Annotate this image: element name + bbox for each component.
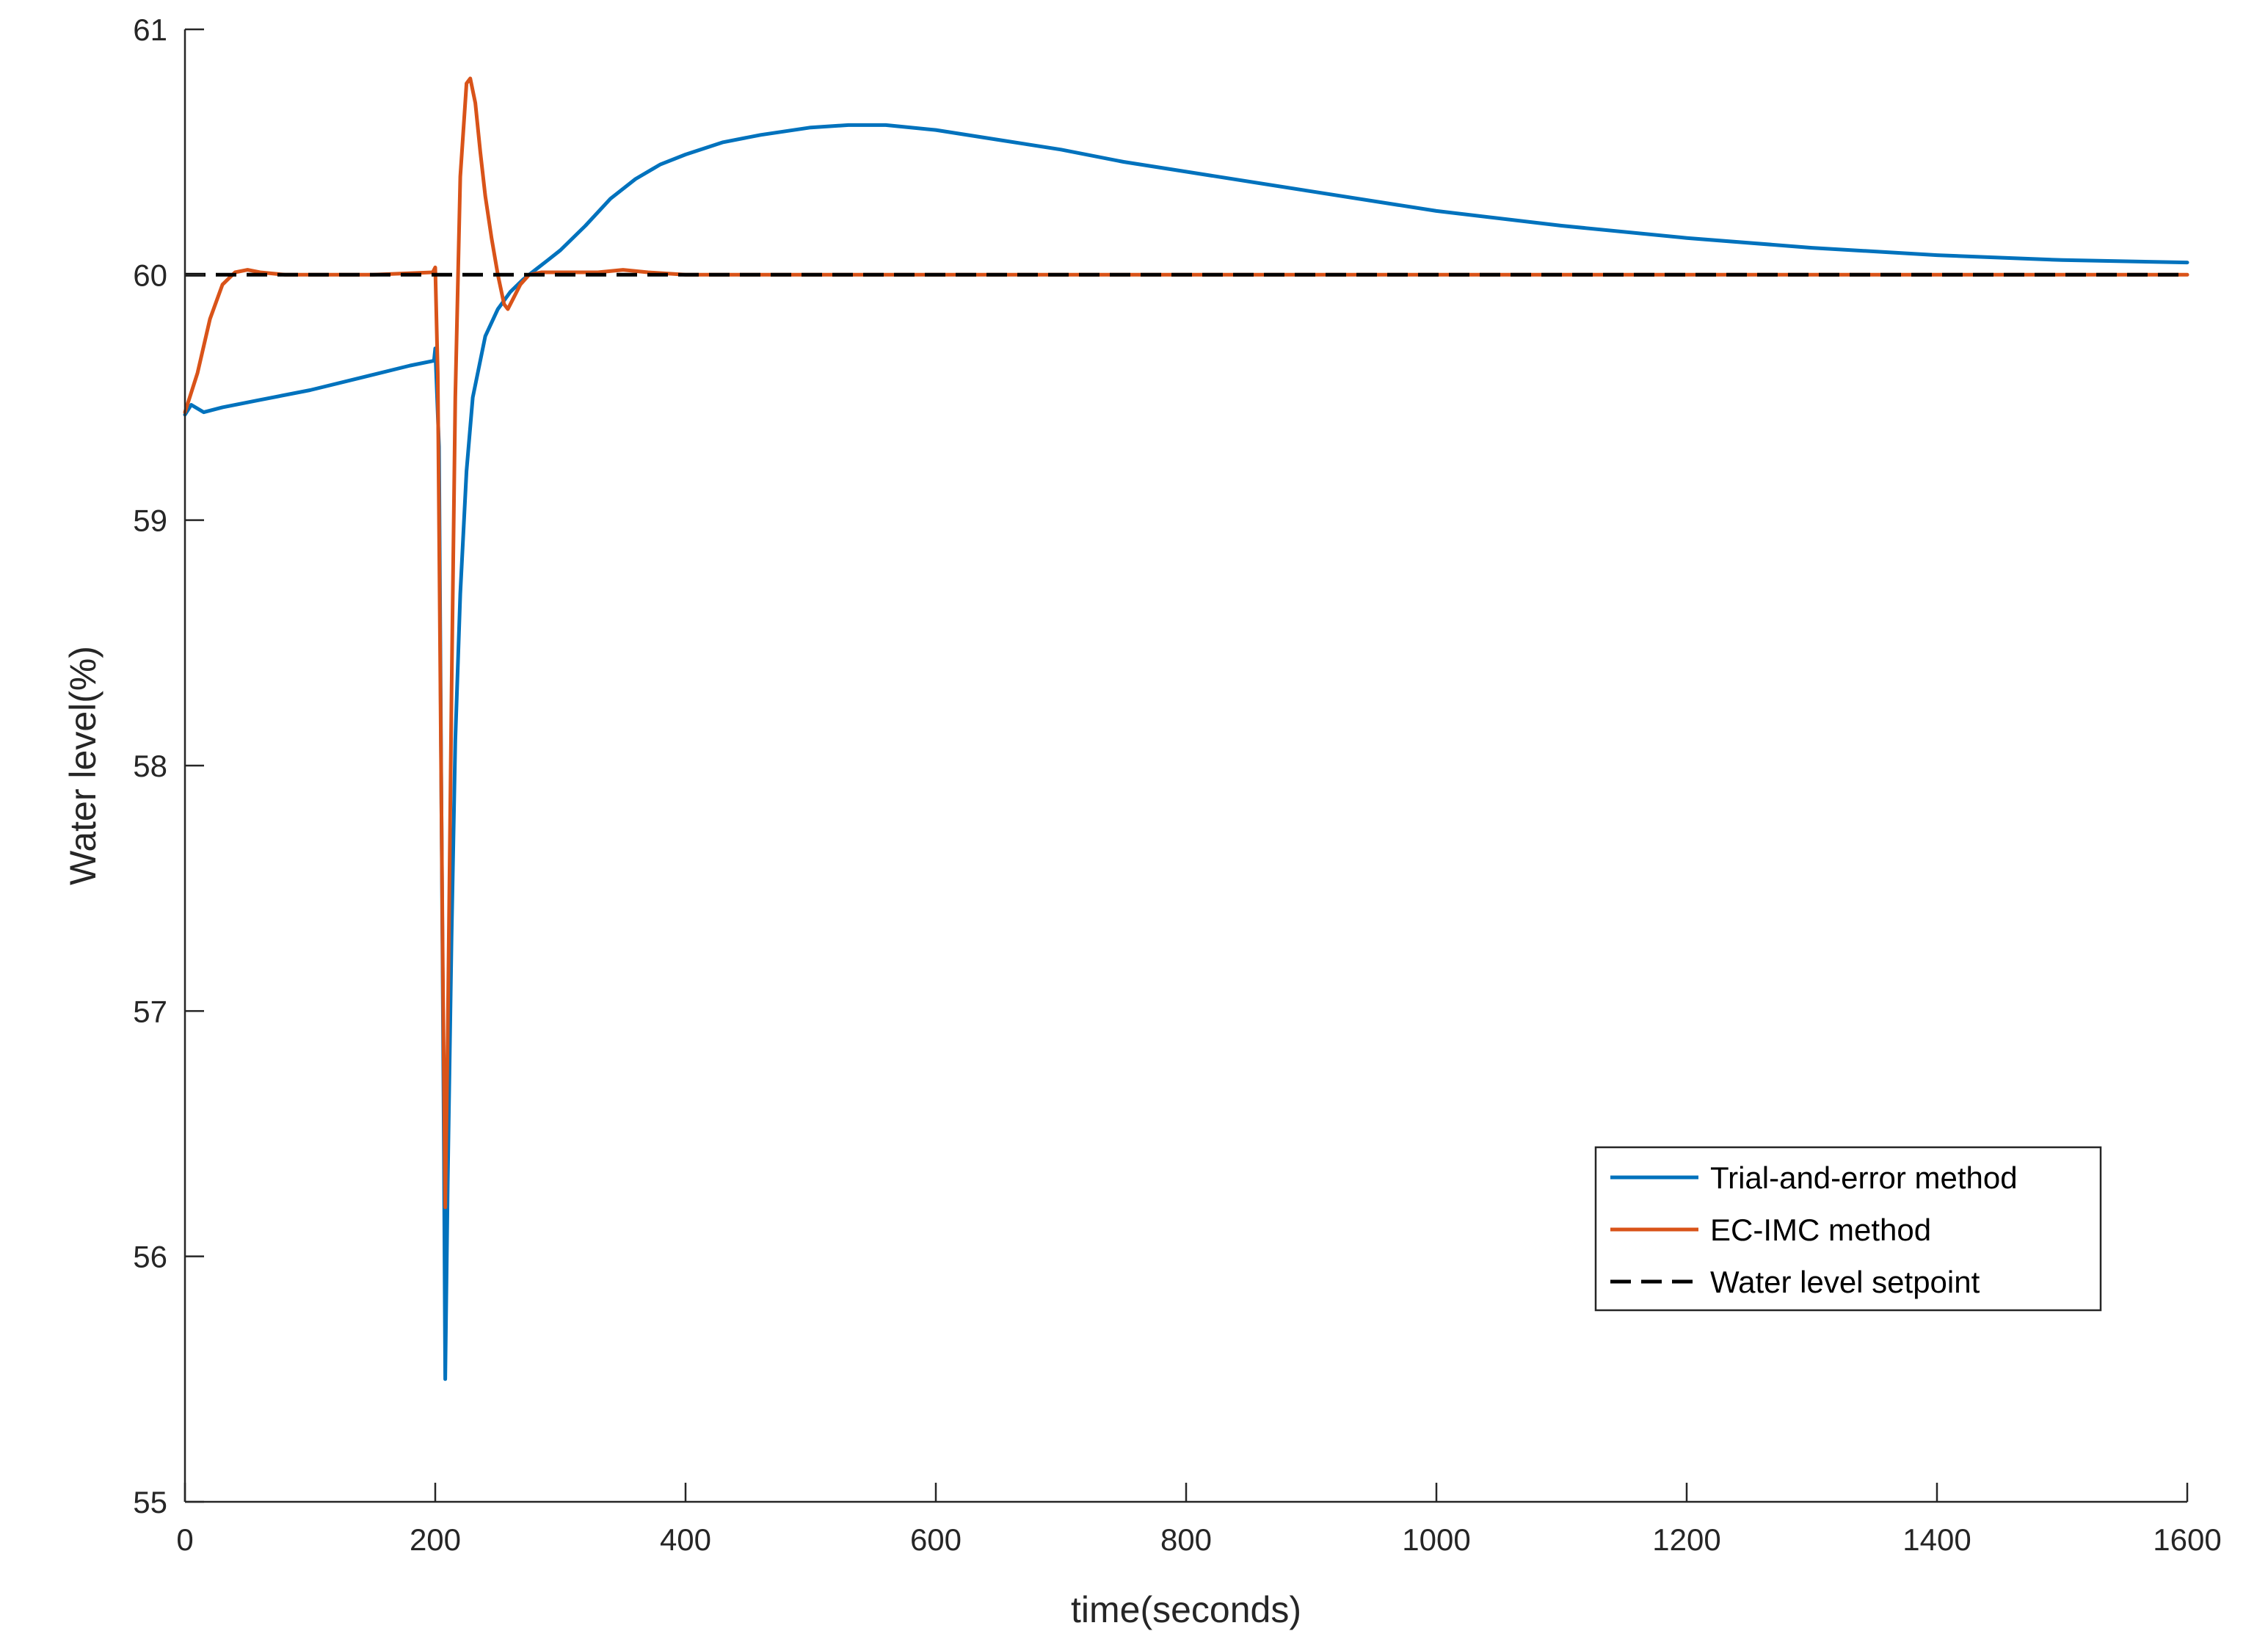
- y-tick-label: 58: [133, 749, 167, 783]
- legend-label-setpoint: Water level setpoint: [1710, 1265, 1980, 1299]
- x-tick-label: 1400: [1902, 1522, 1971, 1557]
- x-tick-label: 1000: [1402, 1522, 1470, 1557]
- y-ticks: 55 56 57 58 59 60 61: [133, 12, 204, 1519]
- x-axis-label: time(seconds): [1071, 1589, 1301, 1630]
- y-tick-label: 57: [133, 994, 167, 1028]
- x-ticks: 0 200 400 600 800 1000 1200 1400 1600: [176, 1483, 2222, 1557]
- y-tick-label: 61: [133, 12, 167, 47]
- series-line-trial-and-error: [183, 123, 2189, 1381]
- x-tick-label: 400: [660, 1522, 711, 1557]
- y-tick-label: 59: [133, 504, 167, 538]
- x-tick-label: 1200: [1652, 1522, 1720, 1557]
- x-tick-label: 200: [410, 1522, 461, 1557]
- y-tick-label: 60: [133, 258, 167, 292]
- y-axis-label: Water level(%): [62, 646, 103, 885]
- series-lines: [183, 76, 2189, 1381]
- x-tick-label: 600: [910, 1522, 962, 1557]
- x-tick-label: 800: [1160, 1522, 1212, 1557]
- y-tick-label: 55: [133, 1485, 167, 1519]
- legend-label-ec-imc: EC-IMC method: [1710, 1213, 1931, 1247]
- legend-label-trial-and-error: Trial-and-error method: [1710, 1160, 2018, 1195]
- x-tick-label: 0: [176, 1522, 193, 1557]
- y-tick-label: 56: [133, 1240, 167, 1274]
- legend: Trial-and-error method EC-IMC method Wat…: [1594, 1146, 2102, 1312]
- x-tick-label: 1600: [2153, 1522, 2221, 1557]
